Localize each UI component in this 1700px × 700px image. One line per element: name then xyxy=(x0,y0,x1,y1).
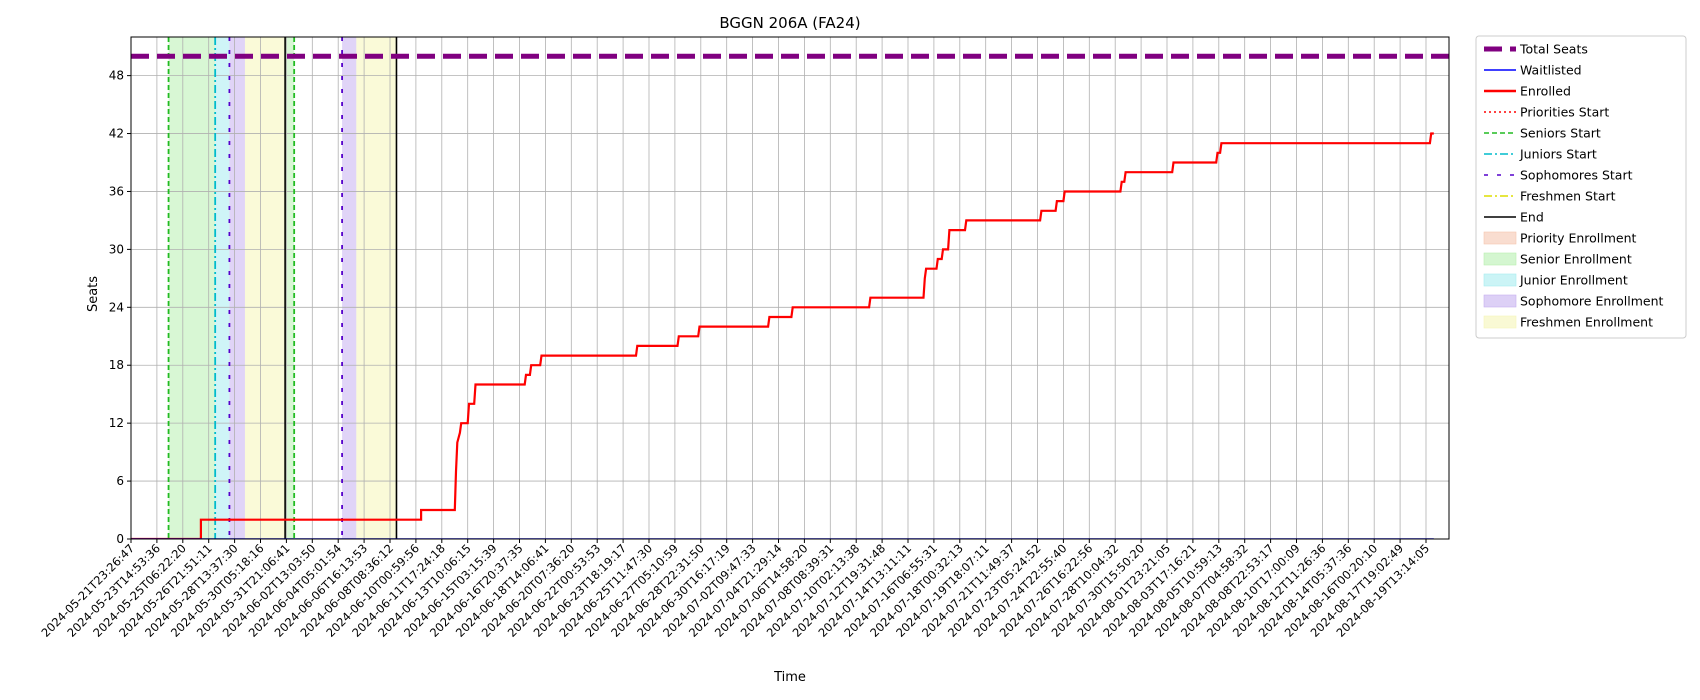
legend-label: Senior Enrollment xyxy=(1520,252,1632,267)
enrollment-region-0 xyxy=(168,37,216,539)
enrollment-region-5 xyxy=(342,37,357,539)
series-enrolled xyxy=(131,132,1434,539)
enrollment-region-6 xyxy=(356,37,397,539)
legend-swatch xyxy=(1483,273,1517,287)
y-tick-label: 18 xyxy=(109,358,124,372)
legend-label: Sophomore Enrollment xyxy=(1520,294,1664,309)
legend-label: Freshmen Start xyxy=(1520,189,1616,204)
y-tick-label: 12 xyxy=(109,416,124,430)
legend-label: Priorities Start xyxy=(1520,105,1609,120)
y-tick-label: 6 xyxy=(116,474,124,488)
x-axis-label: Time xyxy=(773,670,806,685)
legend-entry-junior-enrollment: Junior Enrollment xyxy=(1483,273,1628,288)
legend-swatch xyxy=(1483,294,1517,308)
legend-label: Freshmen Enrollment xyxy=(1520,315,1653,330)
chart-title: BGGN 206A (FA24) xyxy=(719,14,860,32)
legend-label: Sophomores Start xyxy=(1520,168,1633,183)
enrollment-region-3 xyxy=(244,37,286,539)
y-axis-label: Seats xyxy=(86,276,101,312)
legend-label: Seniors Start xyxy=(1520,126,1601,141)
legend-entry-seniors-start: Seniors Start xyxy=(1484,126,1601,141)
y-tick-label: 0 xyxy=(116,532,124,546)
legend-entry-priorities-start: Priorities Start xyxy=(1484,105,1609,120)
legend-label: End xyxy=(1520,210,1544,225)
legend-entry-freshmen-start: Freshmen Start xyxy=(1484,189,1616,204)
y-tick-label: 48 xyxy=(109,69,124,83)
enrollment-region-2 xyxy=(229,37,245,539)
legend-entry-juniors-start: Juniors Start xyxy=(1484,147,1597,162)
legend-entry-priority-enrollment: Priority Enrollment xyxy=(1483,231,1637,246)
y-tick-label: 42 xyxy=(109,127,124,141)
legend-label: Junior Enrollment xyxy=(1519,273,1628,288)
legend-swatch xyxy=(1483,315,1517,329)
legend-entry-sophomore-enrollment: Sophomore Enrollment xyxy=(1483,294,1664,309)
y-tick-label: 24 xyxy=(109,300,124,314)
legend-label: Juniors Start xyxy=(1519,147,1597,162)
legend-entry-enrolled: Enrolled xyxy=(1484,84,1571,99)
legend-label: Waitlisted xyxy=(1520,63,1582,78)
legend-entry-total-seats: Total Seats xyxy=(1484,42,1588,57)
legend-label: Priority Enrollment xyxy=(1520,231,1637,246)
legend-entry-senior-enrollment: Senior Enrollment xyxy=(1483,252,1632,267)
legend-entry-freshmen-enrollment: Freshmen Enrollment xyxy=(1483,315,1653,330)
y-tick-label: 36 xyxy=(109,184,124,198)
enrollment-region-4 xyxy=(285,37,295,539)
legend-box xyxy=(1475,35,1687,339)
legend: Total Seats Waitlisted Enrolled Priorities … xyxy=(1475,35,1687,339)
y-tick-label: 30 xyxy=(109,242,124,256)
legend-label: Total Seats xyxy=(1519,42,1588,57)
legend-entry-waitlisted: Waitlisted xyxy=(1484,63,1582,78)
legend-entry-sophomores-start: Sophomores Start xyxy=(1484,168,1633,183)
enrollment-region-1 xyxy=(215,37,230,539)
legend-swatch xyxy=(1483,231,1517,245)
legend-label: Enrolled xyxy=(1520,84,1571,99)
plot-frame xyxy=(130,36,1450,540)
legend-entry-end: End xyxy=(1484,210,1544,225)
legend-swatch xyxy=(1483,252,1517,266)
